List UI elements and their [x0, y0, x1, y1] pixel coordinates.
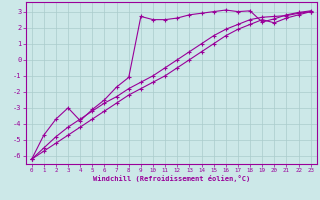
X-axis label: Windchill (Refroidissement éolien,°C): Windchill (Refroidissement éolien,°C)	[92, 175, 250, 182]
